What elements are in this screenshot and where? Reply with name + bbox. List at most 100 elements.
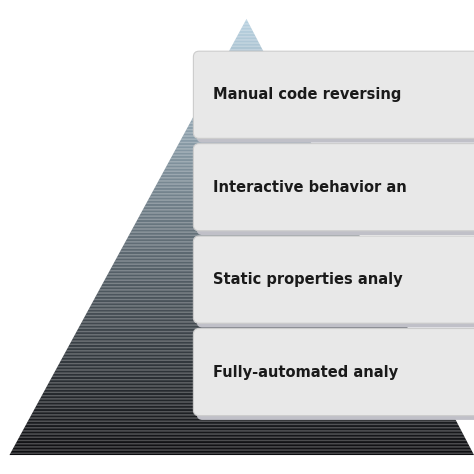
Polygon shape (124, 243, 364, 244)
Polygon shape (63, 355, 422, 356)
Polygon shape (221, 64, 271, 65)
Polygon shape (109, 271, 378, 272)
Polygon shape (172, 155, 319, 157)
Polygon shape (65, 350, 420, 352)
Polygon shape (134, 225, 355, 227)
Polygon shape (196, 110, 295, 112)
Polygon shape (198, 108, 293, 109)
Polygon shape (96, 294, 391, 295)
Polygon shape (208, 89, 283, 90)
Polygon shape (169, 160, 321, 162)
Polygon shape (229, 49, 263, 51)
Polygon shape (51, 378, 435, 380)
Polygon shape (209, 87, 283, 89)
Polygon shape (238, 34, 255, 35)
Polygon shape (51, 376, 434, 378)
Polygon shape (82, 320, 404, 321)
Polygon shape (178, 144, 312, 146)
Polygon shape (132, 228, 356, 230)
Polygon shape (138, 217, 350, 218)
Polygon shape (10, 452, 473, 454)
Polygon shape (206, 91, 285, 93)
Polygon shape (91, 304, 396, 305)
Polygon shape (210, 84, 282, 86)
Polygon shape (81, 323, 406, 324)
Polygon shape (198, 106, 293, 108)
Polygon shape (105, 278, 382, 279)
Polygon shape (104, 279, 383, 281)
Polygon shape (237, 35, 255, 36)
Polygon shape (99, 289, 388, 291)
Polygon shape (129, 234, 359, 236)
Polygon shape (234, 41, 259, 42)
Polygon shape (62, 358, 424, 359)
Polygon shape (226, 55, 266, 57)
Polygon shape (13, 447, 470, 448)
Polygon shape (201, 102, 291, 103)
Polygon shape (123, 244, 365, 246)
Polygon shape (117, 256, 371, 257)
Polygon shape (39, 398, 445, 400)
Polygon shape (115, 259, 373, 260)
Polygon shape (21, 432, 463, 433)
Polygon shape (200, 103, 291, 105)
Polygon shape (144, 207, 345, 208)
Polygon shape (115, 260, 373, 262)
Polygon shape (96, 295, 392, 297)
Polygon shape (102, 283, 385, 285)
Polygon shape (120, 250, 368, 252)
Polygon shape (110, 269, 378, 271)
Polygon shape (241, 27, 252, 29)
Polygon shape (92, 301, 394, 302)
Polygon shape (31, 414, 454, 416)
Polygon shape (85, 314, 401, 316)
Polygon shape (38, 401, 447, 403)
Polygon shape (145, 205, 344, 207)
Polygon shape (157, 182, 332, 183)
Polygon shape (217, 71, 274, 73)
Polygon shape (13, 448, 471, 449)
Polygon shape (181, 138, 310, 140)
Polygon shape (48, 383, 437, 384)
Polygon shape (94, 298, 393, 300)
Polygon shape (29, 417, 455, 419)
Polygon shape (84, 317, 403, 319)
Polygon shape (32, 411, 452, 413)
Polygon shape (134, 224, 354, 225)
Polygon shape (182, 135, 308, 137)
Polygon shape (30, 416, 454, 417)
Polygon shape (192, 118, 299, 119)
Text: Interactive behavior an: Interactive behavior an (213, 180, 407, 195)
Polygon shape (245, 20, 248, 22)
Polygon shape (205, 94, 287, 96)
Polygon shape (222, 63, 270, 64)
Polygon shape (212, 80, 279, 82)
Polygon shape (118, 255, 370, 256)
Polygon shape (188, 125, 302, 127)
Polygon shape (133, 227, 356, 228)
Polygon shape (73, 337, 413, 339)
Polygon shape (191, 121, 301, 122)
Polygon shape (176, 147, 314, 148)
Polygon shape (204, 96, 287, 98)
Polygon shape (37, 403, 447, 404)
Polygon shape (215, 76, 277, 77)
Polygon shape (137, 219, 352, 221)
Polygon shape (166, 166, 324, 167)
Polygon shape (19, 436, 465, 438)
Polygon shape (193, 115, 297, 116)
Polygon shape (177, 146, 313, 147)
Polygon shape (11, 451, 473, 452)
Polygon shape (44, 391, 441, 392)
Polygon shape (24, 428, 460, 429)
Polygon shape (141, 212, 348, 214)
Polygon shape (97, 292, 390, 294)
FancyBboxPatch shape (193, 51, 474, 138)
Polygon shape (211, 83, 281, 84)
Polygon shape (121, 249, 367, 250)
Polygon shape (25, 425, 459, 426)
Polygon shape (214, 77, 278, 79)
Polygon shape (126, 240, 363, 241)
Polygon shape (101, 285, 386, 286)
Polygon shape (243, 23, 249, 25)
